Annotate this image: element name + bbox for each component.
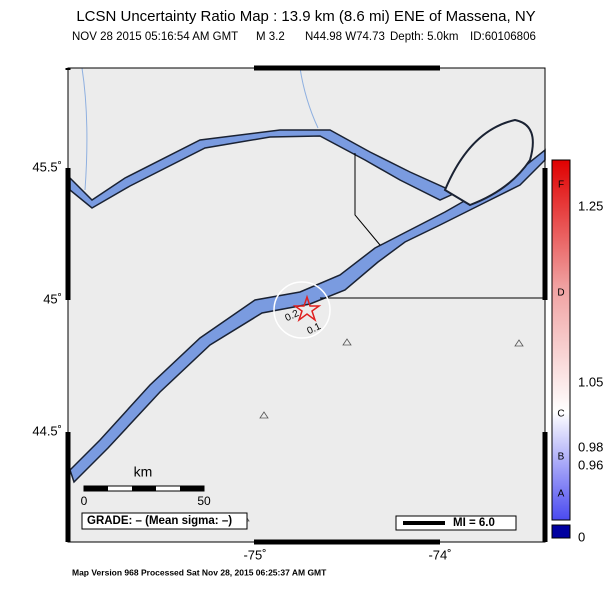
mi-legend-line <box>403 521 445 525</box>
scale-label: 50 <box>197 494 211 508</box>
stream <box>81 67 319 191</box>
mi-legend-box <box>395 515 517 531</box>
grade-letter: D <box>557 288 564 299</box>
station <box>259 411 269 419</box>
lon-label: -74˚ <box>428 547 451 562</box>
colorbar-underflow <box>551 524 571 539</box>
scale-bar-segment <box>180 486 204 491</box>
scale-label: 0 <box>81 494 88 508</box>
epicenter-star <box>292 294 322 323</box>
island <box>443 118 534 207</box>
border-line <box>320 153 545 299</box>
location: N44.98 W74.73 <box>305 31 385 43</box>
scale-bar-segment <box>132 486 156 491</box>
contour-label: 0.1 <box>305 321 323 337</box>
lat-label: 45.5˚ <box>32 159 62 174</box>
station <box>342 338 352 346</box>
colorbar-tick-label: 1.25 <box>578 198 603 213</box>
frame-ticks <box>65 65 548 545</box>
magnitude: M 3.2 <box>256 31 285 43</box>
depth: Depth: 5.0km <box>390 31 458 43</box>
scale-unit: km <box>134 464 153 480</box>
event-id: ID:60106806 <box>470 31 536 43</box>
lat-label: 45˚ <box>43 291 62 306</box>
map-area: 0.2 0.1 km 0 50 GRADE: – (Mean sigma: –)… <box>68 67 546 542</box>
colorbar-tick-label: 0.96 <box>578 457 603 472</box>
lat-label: 44.5˚ <box>32 423 62 438</box>
lon-label: -75˚ <box>243 547 266 562</box>
frame <box>65 65 548 545</box>
colorbar: F D C B A 1.25 1.05 0.98 0.96 0 <box>551 159 603 544</box>
colorbar-tick-label: 0 <box>578 529 585 544</box>
mi-legend: MI = 6.0 <box>453 517 495 529</box>
grade-letter: F <box>558 180 564 191</box>
grade-letter: A <box>558 489 565 500</box>
uncertainty-contour <box>273 281 331 339</box>
date: NOV 28 2015 05:16:54 AM GMT <box>72 31 238 43</box>
grade: GRADE: – (Mean sigma: –) <box>87 515 232 527</box>
grade-box <box>81 512 248 530</box>
contour-label: 0.2 <box>283 308 301 324</box>
colorbar-tick-label: 0.98 <box>578 439 603 454</box>
grade-letter: C <box>557 409 564 420</box>
colorbar-tick-label: 1.05 <box>578 374 603 389</box>
title: LCSN Uncertainty Ratio Map : 13.9 km (8.… <box>76 8 535 25</box>
colorbar-gradient <box>551 159 571 521</box>
scale-bar-segment <box>84 486 108 491</box>
grade-letter: B <box>558 452 565 463</box>
footer: Map Version 968 Processed Sat Nov 28, 20… <box>72 567 327 577</box>
station <box>514 339 524 347</box>
